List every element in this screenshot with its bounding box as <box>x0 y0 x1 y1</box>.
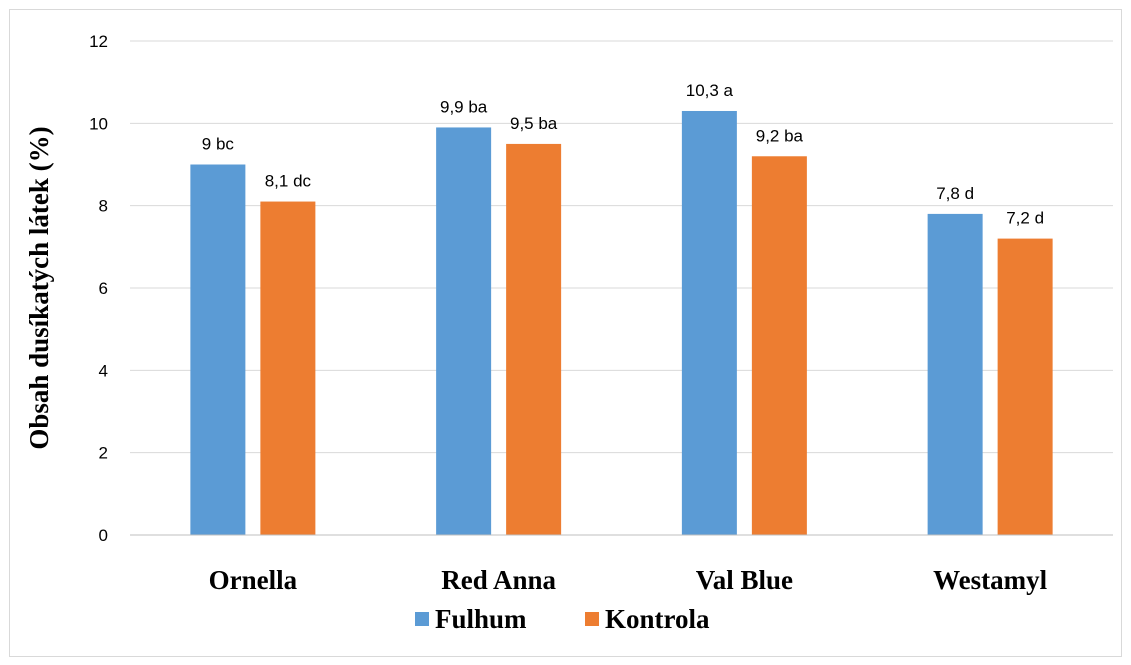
legend: Fulhum Kontrola <box>415 604 710 634</box>
y-tick-label: 8 <box>99 197 108 216</box>
y-tick-label: 6 <box>99 279 108 298</box>
data-label: 10,3 a <box>686 81 734 100</box>
bar-fulhum-ornella <box>190 164 246 535</box>
category-labels: Ornella Red Anna Val Blue Westamyl <box>209 565 1048 595</box>
bar-fulhum-westamyl <box>927 213 983 535</box>
legend-label-kontrola: Kontrola <box>605 604 710 634</box>
y-tick-label: 12 <box>89 32 108 51</box>
data-label: 7,8 d <box>936 184 974 203</box>
data-label: 9,9 ba <box>440 97 488 116</box>
category-label: Westamyl <box>933 565 1047 595</box>
category-label: Ornella <box>209 565 298 595</box>
bar-fulhum-red-anna <box>436 127 492 535</box>
legend-swatch-kontrola <box>585 612 599 626</box>
y-tick-label: 10 <box>89 114 108 133</box>
y-axis-title: Obsah dusíkatých látek (%) <box>24 126 54 449</box>
data-label: 9,2 ba <box>756 126 804 145</box>
bar-fulhum-val-blue <box>681 110 737 535</box>
category-label: Red Anna <box>441 565 556 595</box>
category-label: Val Blue <box>696 565 793 595</box>
data-label: 8,1 dc <box>265 172 312 191</box>
bar-kontrola-red-anna <box>506 143 562 535</box>
data-label: 9 bc <box>202 135 235 154</box>
legend-label-fulhum: Fulhum <box>435 604 527 634</box>
bar-kontrola-val-blue <box>751 156 807 535</box>
y-tick-label: 4 <box>99 361 108 380</box>
legend-swatch-fulhum <box>415 612 429 626</box>
y-tick-label: 2 <box>99 444 108 463</box>
bar-kontrola-westamyl <box>997 238 1053 535</box>
data-label: 9,5 ba <box>510 114 558 133</box>
data-labels: 9 bc 8,1 dc 9,9 ba 9,5 ba 10,3 a 9,2 ba 7,8 d 7… <box>202 81 1044 228</box>
bar-kontrola-ornella <box>260 201 316 536</box>
bars <box>190 110 1053 536</box>
y-tick-label: 0 <box>99 526 108 545</box>
y-axis-ticks: 0 2 4 6 8 10 12 <box>89 32 108 545</box>
data-label: 7,2 d <box>1006 209 1044 228</box>
